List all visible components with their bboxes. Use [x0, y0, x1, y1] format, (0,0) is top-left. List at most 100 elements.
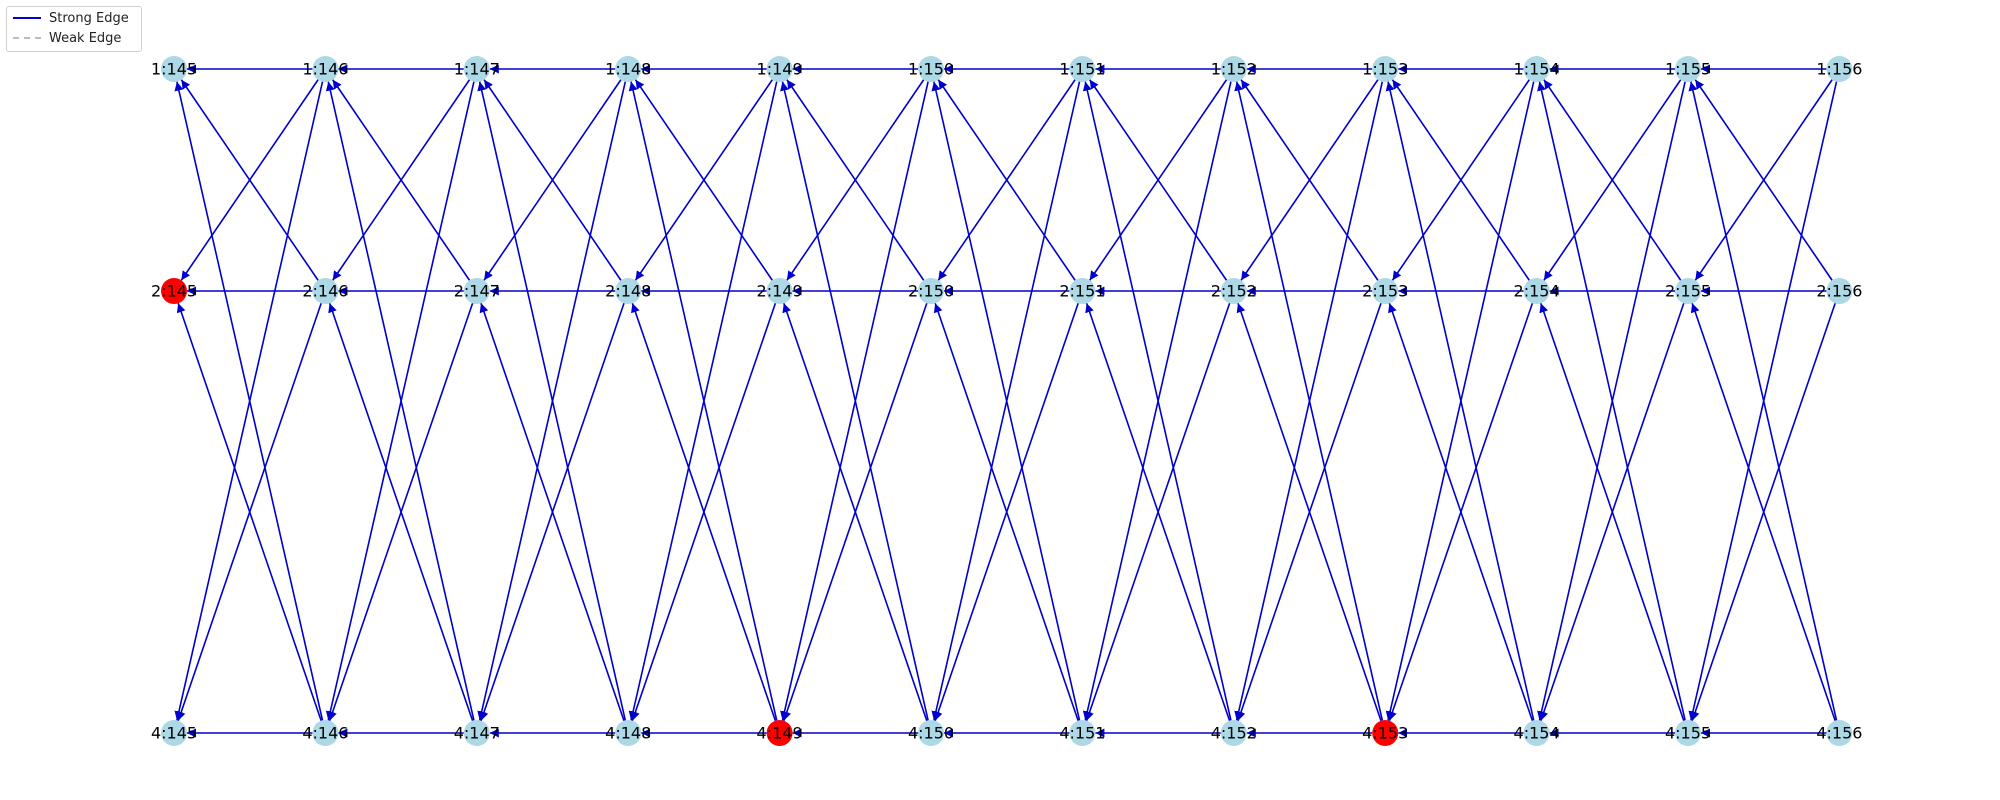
node-label-2-146: 2:146 [302, 282, 348, 301]
node-1-152 [1220, 56, 1247, 82]
node-label-2-145: 2:145 [151, 282, 197, 301]
node-label-2-154: 2:154 [1514, 282, 1560, 301]
edge-strong-2-153-to-4-152 [1236, 303, 1382, 721]
legend: Strong Edge Weak Edge [6, 6, 142, 52]
node-label-1-150: 1:150 [908, 60, 954, 79]
edge-strong-2-150-to-4-149 [782, 303, 928, 721]
labels-layer: 1:145 1:146 1:147 1:148 1:149 1:150 1:151 1:152… [151, 60, 1863, 743]
node-4-155 [1675, 720, 1701, 746]
node-label-4-145: 4:145 [151, 724, 197, 743]
edge-strong-1-155-to-4-154 [1537, 81, 1686, 721]
node-1-148 [615, 56, 642, 82]
node-label-4-153: 4:153 [1362, 724, 1408, 743]
node-2-152 [1220, 278, 1247, 304]
edge-strong-2-149-to-4-148 [631, 303, 777, 721]
strong-edge-swatch [13, 17, 41, 19]
edge-strong-1-156-to-2-155 [1694, 79, 1833, 281]
node-label-2-152: 2:152 [1211, 282, 1257, 301]
node-4-154 [1523, 720, 1550, 746]
node-label-1-154: 1:154 [1514, 60, 1560, 79]
legend-item-weak: Weak Edge [13, 29, 121, 47]
edge-strong-1-151-to-2-150 [937, 79, 1076, 281]
node-label-2-150: 2:150 [908, 282, 954, 301]
edge-strong-1-147-to-2-146 [332, 79, 471, 281]
node-label-4-147: 4:147 [454, 724, 500, 743]
weak-edge-swatch [13, 37, 41, 39]
edge-strong-2-147-to-4-146 [328, 303, 474, 721]
node-label-4-156: 4:156 [1816, 724, 1862, 743]
node-1-147 [463, 56, 490, 82]
node-1-145 [161, 56, 187, 82]
node-2-147 [463, 278, 490, 304]
edge-strong-2-156-to-4-155 [1690, 303, 1836, 721]
node-2-155 [1675, 278, 1701, 304]
node-1-149 [766, 56, 793, 82]
node-2-151 [1069, 278, 1096, 304]
edge-strong-1-149-to-4-148 [628, 81, 778, 721]
node-1-146 [312, 56, 339, 82]
node-2-146 [312, 278, 339, 304]
node-label-4-146: 4:146 [302, 724, 348, 743]
node-1-155 [1675, 56, 1701, 82]
edge-strong-1-154-to-4-153 [1385, 81, 1535, 721]
edge-strong-2-146-to-4-145 [176, 303, 322, 721]
node-label-2-153: 2:153 [1362, 282, 1408, 301]
edge-strong-1-146-to-2-145 [180, 79, 319, 281]
edge-strong-2-155-to-4-154 [1539, 303, 1685, 721]
node-4-150 [918, 720, 944, 746]
edges-layer [174, 64, 1838, 738]
node-1-150 [918, 56, 944, 82]
node-2-149 [766, 278, 793, 304]
node-label-2-155: 2:155 [1665, 282, 1711, 301]
node-label-2-147: 2:147 [454, 282, 500, 301]
node-label-1-146: 1:146 [302, 60, 348, 79]
node-label-4-150: 4:150 [908, 724, 954, 743]
node-4-145 [161, 720, 187, 746]
edge-strong-2-148-to-4-147 [479, 303, 625, 721]
node-label-1-149: 1:149 [757, 60, 803, 79]
edge-strong-1-154-to-2-153 [1391, 79, 1530, 281]
node-label-1-151: 1:151 [1059, 60, 1105, 79]
node-label-4-149: 4:149 [757, 724, 803, 743]
node-label-4-148: 4:148 [605, 724, 651, 743]
edge-strong-1-155-to-2-154 [1543, 79, 1682, 281]
node-4-153 [1372, 720, 1399, 746]
node-4-148 [615, 720, 642, 746]
node-label-1-153: 1:153 [1362, 60, 1408, 79]
edge-strong-2-151-to-4-150 [933, 303, 1079, 721]
node-label-4-152: 4:152 [1211, 724, 1257, 743]
edge-strong-1-153-to-4-152 [1234, 81, 1384, 721]
edge-strong-2-154-to-4-153 [1388, 303, 1534, 721]
node-2-148 [615, 278, 642, 304]
node-2-145 [161, 278, 187, 304]
node-label-1-145: 1:145 [151, 60, 197, 79]
edge-strong-2-152-to-4-151 [1085, 303, 1231, 721]
node-2-153 [1372, 278, 1399, 304]
node-2-156 [1826, 278, 1853, 304]
node-label-2-156: 2:156 [1816, 282, 1862, 301]
edge-strong-1-148-to-2-147 [483, 79, 622, 281]
edge-strong-1-150-to-2-149 [786, 79, 925, 281]
node-4-149 [766, 720, 793, 746]
node-4-152 [1220, 720, 1247, 746]
legend-item-strong: Strong Edge [13, 9, 129, 27]
node-label-1-155: 1:155 [1665, 60, 1711, 79]
node-1-154 [1523, 56, 1550, 82]
node-label-2-148: 2:148 [605, 282, 651, 301]
node-1-153 [1372, 56, 1399, 82]
edge-strong-1-147-to-4-146 [325, 81, 475, 721]
edge-strong-1-148-to-4-147 [477, 81, 627, 721]
node-1-156 [1826, 56, 1853, 82]
node-label-1-148: 1:148 [605, 60, 651, 79]
node-1-151 [1069, 56, 1096, 82]
legend-weak-label: Weak Edge [49, 30, 122, 46]
edge-strong-1-151-to-4-150 [931, 81, 1081, 721]
node-label-1-152: 1:152 [1211, 60, 1257, 79]
node-label-2-151: 2:151 [1059, 282, 1105, 301]
edge-strong-1-156-to-4-155 [1688, 81, 1838, 721]
edge-strong-1-152-to-4-151 [1082, 81, 1232, 721]
node-label-2-149: 2:149 [757, 282, 803, 301]
node-label-4-155: 4:155 [1665, 724, 1711, 743]
node-2-150 [918, 278, 944, 304]
